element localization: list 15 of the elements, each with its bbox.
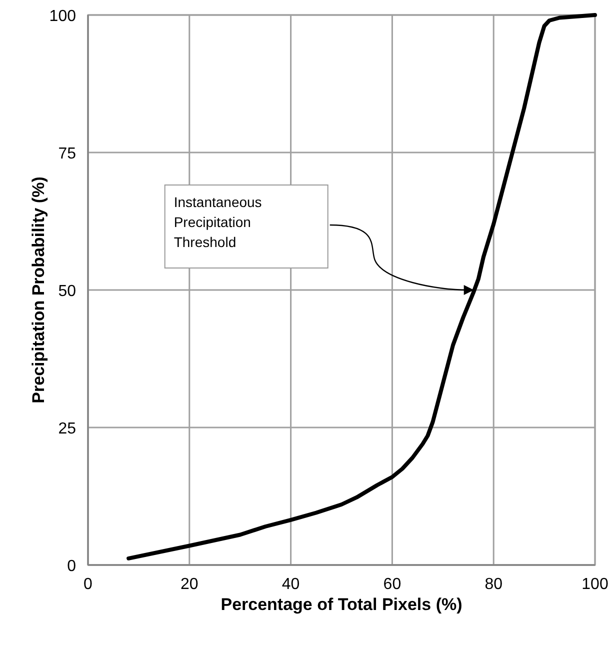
annotation: Instantaneous Precipitation Threshold — [174, 194, 262, 250]
x-tick-label: 0 — [84, 576, 93, 593]
y-tick-label: 100 — [49, 8, 76, 25]
line-series — [126, 13, 597, 560]
x-tick-label: 40 — [282, 576, 300, 593]
x-tick-label: 20 — [180, 576, 198, 593]
x-axis-title: Percentage of Total Pixels (%) — [220, 595, 462, 614]
x-tick-label: 60 — [383, 576, 402, 593]
x-tick-label: 80 — [484, 576, 503, 593]
x-tick-label: 100 — [582, 576, 608, 593]
y-tick-label: 25 — [58, 420, 76, 438]
y-tick-label: 0 — [67, 558, 76, 575]
y-tick-label: 75 — [58, 146, 76, 162]
y-axis-title: Precipitation Probability (%) — [29, 176, 48, 404]
y-tick-label: 50 — [58, 283, 76, 300]
